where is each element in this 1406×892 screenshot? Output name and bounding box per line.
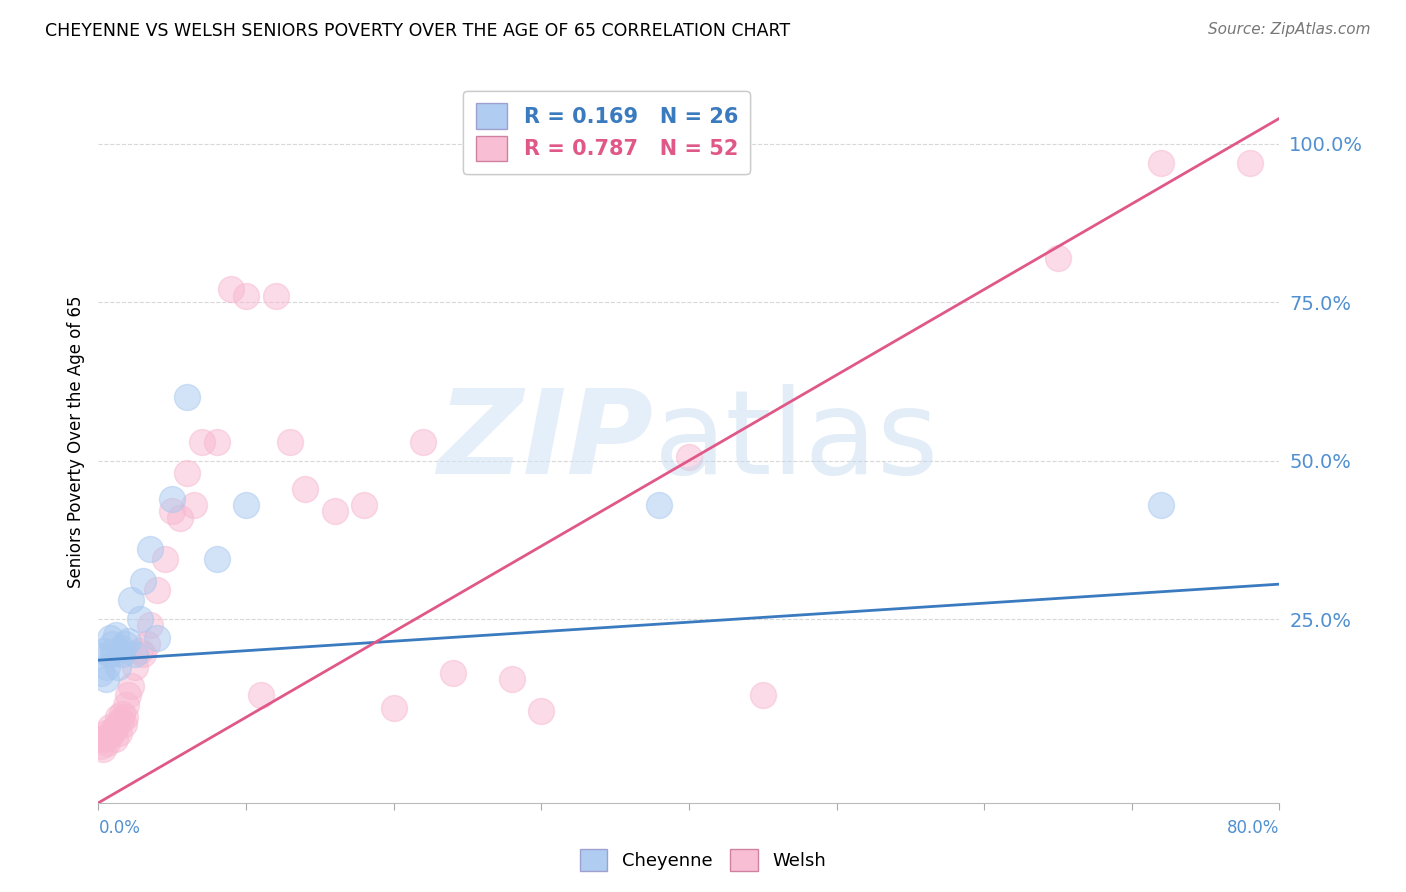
Point — [90, 739, 112, 753]
Point — [128, 612, 150, 626]
Point — [412, 434, 434, 449]
Point — [153, 551, 176, 566]
Point — [176, 390, 198, 404]
Point — [146, 631, 169, 645]
Point — [294, 482, 316, 496]
Point — [96, 659, 118, 673]
Point — [176, 467, 198, 481]
Point — [1150, 155, 1173, 169]
Text: ZIP: ZIP — [437, 384, 654, 499]
Point — [94, 672, 117, 686]
Point — [162, 491, 183, 506]
Point — [100, 726, 122, 740]
Point — [205, 434, 228, 449]
Point — [91, 742, 114, 756]
Point — [124, 647, 146, 661]
Point — [323, 504, 346, 518]
Point — [678, 450, 700, 465]
Point — [94, 726, 117, 740]
Point — [100, 637, 122, 651]
Point — [235, 498, 257, 512]
Point — [752, 688, 775, 702]
Point — [110, 714, 132, 728]
Point — [146, 583, 169, 598]
Point — [117, 688, 139, 702]
Point — [648, 498, 671, 512]
Legend: R = 0.169   N = 26, R = 0.787   N = 52: R = 0.169 N = 26, R = 0.787 N = 52 — [463, 91, 751, 174]
Point — [117, 634, 139, 648]
Point — [132, 574, 155, 588]
Point — [132, 647, 155, 661]
Point — [162, 504, 183, 518]
Point — [111, 707, 134, 722]
Point — [107, 659, 129, 673]
Point — [191, 434, 214, 449]
Point — [98, 631, 121, 645]
Point — [110, 640, 132, 655]
Point — [111, 647, 134, 661]
Text: atlas: atlas — [654, 384, 939, 499]
Point — [97, 729, 120, 743]
Point — [90, 665, 112, 680]
Point — [501, 672, 523, 686]
Point — [221, 282, 243, 296]
Point — [112, 716, 135, 731]
Point — [530, 704, 553, 718]
Point — [1239, 155, 1261, 169]
Point — [169, 510, 191, 524]
Legend: Cheyenne, Welsh: Cheyenne, Welsh — [574, 842, 832, 879]
Point — [93, 643, 115, 657]
Point — [120, 593, 142, 607]
Point — [136, 637, 159, 651]
Text: 0.0%: 0.0% — [98, 819, 141, 837]
Point — [128, 643, 150, 657]
Y-axis label: Seniors Poverty Over the Age of 65: Seniors Poverty Over the Age of 65 — [66, 295, 84, 588]
Point — [1046, 251, 1070, 265]
Point — [235, 289, 257, 303]
Point — [280, 434, 302, 449]
Text: 80.0%: 80.0% — [1227, 819, 1279, 837]
Point — [98, 720, 121, 734]
Point — [205, 551, 228, 566]
Point — [107, 710, 129, 724]
Point — [108, 726, 131, 740]
Point — [353, 498, 375, 512]
Point — [115, 698, 138, 712]
Text: Source: ZipAtlas.com: Source: ZipAtlas.com — [1208, 22, 1371, 37]
Point — [104, 732, 127, 747]
Point — [89, 732, 111, 747]
Point — [183, 498, 205, 512]
Point — [103, 723, 125, 737]
Point — [97, 647, 120, 661]
Point — [124, 659, 146, 673]
Point — [250, 688, 273, 702]
Point — [103, 647, 125, 661]
Point — [264, 289, 287, 303]
Point — [1150, 498, 1173, 512]
Point — [382, 700, 405, 714]
Point — [139, 542, 162, 557]
Point — [105, 628, 128, 642]
Point — [96, 735, 118, 749]
Point — [105, 720, 128, 734]
Point — [114, 710, 136, 724]
Point — [93, 732, 115, 747]
Text: CHEYENNE VS WELSH SENIORS POVERTY OVER THE AGE OF 65 CORRELATION CHART: CHEYENNE VS WELSH SENIORS POVERTY OVER T… — [45, 22, 790, 40]
Point — [139, 618, 162, 632]
Point — [441, 665, 464, 680]
Point — [120, 679, 142, 693]
Point — [114, 637, 136, 651]
